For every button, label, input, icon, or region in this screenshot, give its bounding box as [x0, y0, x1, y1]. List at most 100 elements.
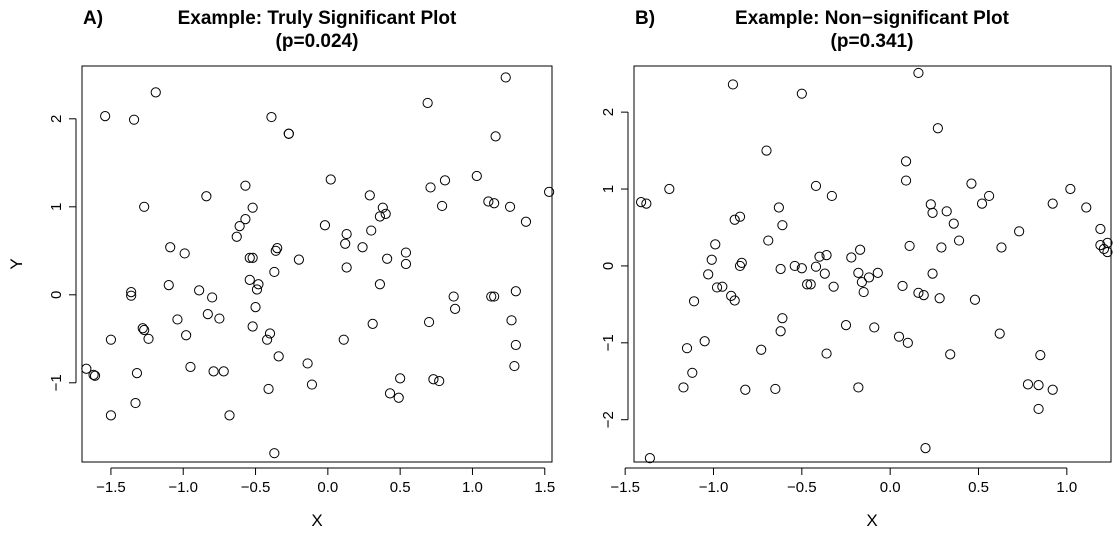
data-point — [734, 211, 746, 222]
data-point — [264, 328, 276, 339]
data-point — [520, 216, 532, 227]
panel-b-x-axis-label: X — [866, 511, 877, 530]
data-point — [486, 291, 497, 302]
panel-b-title: Example: Non−significant Plot — [735, 8, 1010, 29]
data-point — [934, 293, 945, 304]
data-point — [925, 199, 936, 210]
data-point — [805, 279, 816, 290]
data-point — [247, 202, 258, 213]
data-point — [796, 263, 807, 274]
data-point — [272, 243, 283, 254]
data-point — [382, 253, 393, 264]
data-point — [489, 291, 500, 302]
data-point — [828, 281, 839, 292]
y-tick-label: 2 — [600, 108, 617, 116]
y-tick-label: 0 — [48, 291, 65, 299]
data-point — [266, 111, 277, 123]
data-point — [244, 252, 255, 263]
panel-b-x-axis: −1.5 −1.0 −0.5 0.0 0.5 1.0 — [610, 467, 1077, 496]
data-point — [364, 190, 375, 201]
data-point — [740, 384, 751, 395]
data-point — [105, 334, 117, 345]
data-point — [775, 263, 786, 275]
data-point — [966, 178, 977, 189]
data-point — [856, 276, 868, 288]
panel-b-y-axis: −2 −1 0 1 2 — [600, 108, 629, 428]
data-point — [439, 175, 451, 186]
panel-a-title: Example: Truly Significant Plot — [178, 8, 457, 29]
data-point — [802, 279, 813, 290]
data-point — [89, 370, 101, 381]
data-point — [678, 382, 689, 393]
data-point — [814, 251, 825, 262]
x-tick-label: −1.5 — [610, 479, 640, 496]
panel-b: B) Example: Non−significant Plot (p=0.34… — [600, 8, 1113, 530]
data-point — [846, 252, 857, 263]
data-point — [810, 261, 822, 272]
data-point — [240, 214, 251, 225]
data-point — [1047, 384, 1058, 395]
data-point — [384, 388, 396, 399]
data-point — [126, 290, 137, 301]
data-point — [821, 250, 832, 261]
data-point — [710, 239, 721, 250]
data-point — [855, 244, 866, 255]
data-point — [234, 221, 245, 232]
data-point — [306, 379, 318, 390]
data-point — [270, 245, 281, 256]
x-tick-label: 0.0 — [317, 479, 338, 496]
data-point — [150, 87, 161, 98]
data-point — [510, 286, 521, 297]
data-point — [393, 392, 404, 403]
data-point — [247, 252, 258, 263]
data-point — [996, 242, 1007, 253]
data-point — [483, 196, 494, 207]
panel-a-y-axis-label: Y — [7, 258, 26, 269]
data-point — [644, 453, 656, 464]
data-point — [81, 363, 92, 374]
data-point — [423, 316, 435, 328]
data-point — [756, 344, 767, 355]
y-tick-label: 2 — [48, 115, 65, 123]
data-point — [500, 72, 511, 83]
data-point — [897, 280, 908, 292]
data-point — [953, 235, 965, 246]
data-point — [139, 201, 150, 212]
x-tick-label: −0.5 — [241, 479, 271, 496]
data-point — [706, 254, 717, 265]
data-point — [240, 180, 251, 191]
data-point — [945, 349, 956, 360]
data-point — [504, 201, 516, 212]
data-point — [395, 373, 406, 384]
data-point — [194, 285, 205, 296]
data-point — [128, 114, 140, 125]
data-point — [994, 328, 1005, 339]
data-point — [858, 286, 869, 298]
data-point — [139, 324, 150, 336]
x-tick-label: 1.0 — [1056, 479, 1077, 496]
data-point — [208, 366, 219, 377]
data-point — [181, 330, 192, 341]
data-point — [796, 88, 807, 99]
data-point — [1095, 240, 1106, 251]
data-point — [137, 323, 148, 334]
data-point — [900, 156, 912, 167]
x-tick-label: −0.5 — [787, 479, 817, 496]
data-point — [263, 383, 274, 395]
data-point — [1065, 183, 1076, 195]
data-point — [428, 374, 439, 385]
data-point — [341, 228, 352, 240]
data-point — [400, 247, 412, 258]
data-point — [130, 397, 141, 409]
data-point — [904, 240, 915, 252]
data-point — [1022, 379, 1034, 390]
data-point — [969, 294, 981, 305]
data-point — [269, 448, 280, 459]
data-point — [1102, 246, 1113, 258]
data-point — [664, 183, 675, 195]
data-point — [88, 369, 99, 380]
data-point — [400, 258, 412, 270]
data-point — [510, 339, 521, 351]
